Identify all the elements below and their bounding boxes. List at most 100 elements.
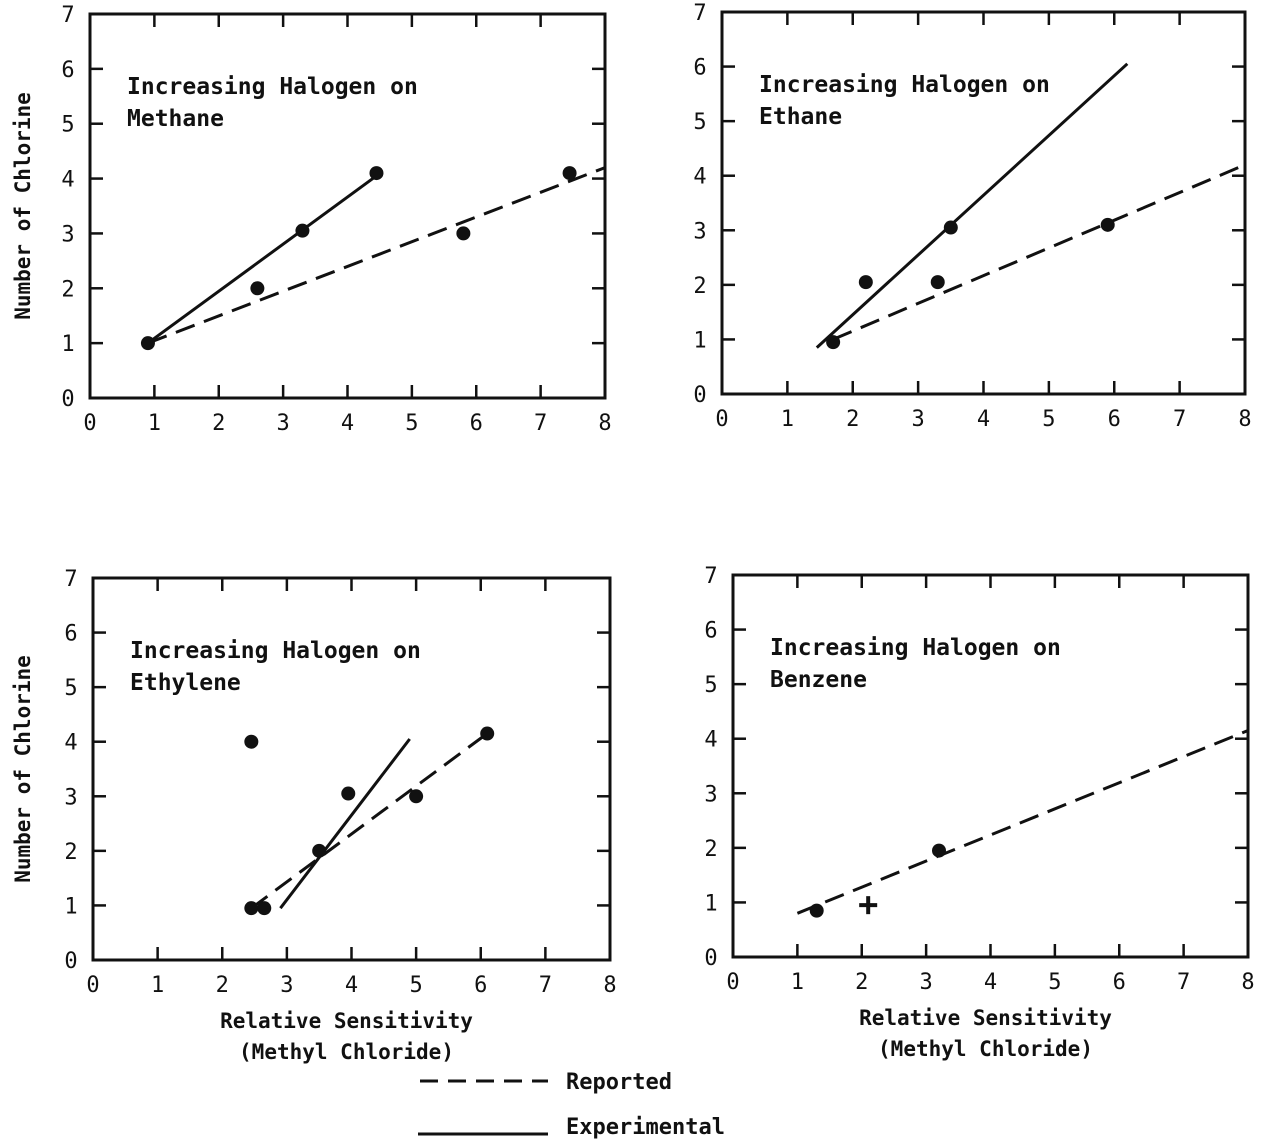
y-tick-label: 6 <box>693 56 706 81</box>
y-tick-label: 7 <box>64 567 77 592</box>
series-line-reported <box>832 163 1246 341</box>
y-tick-label: 0 <box>693 383 706 408</box>
data-point <box>1100 217 1115 232</box>
x-tick-label: 3 <box>920 970 933 995</box>
x-tick-label: 1 <box>781 407 794 432</box>
y-tick-label: 1 <box>693 328 706 353</box>
x-tick-label: 5 <box>1048 970 1061 995</box>
x-tick-label: 6 <box>1113 970 1126 995</box>
x-tick-label: 0 <box>86 973 99 998</box>
series-line-reported <box>796 729 1249 915</box>
y-tick-label: 0 <box>704 946 717 971</box>
x-tick-label: 3 <box>912 407 925 432</box>
y-tick-label: 2 <box>693 274 706 299</box>
y-tick-label: 6 <box>64 622 77 647</box>
x-tick-label: 0 <box>726 970 739 995</box>
y-axis-label: Number of Chlorine <box>11 655 35 883</box>
chart-panel-2: 0 1 2 3 4 5 6 7 8 0 1 2 3 4 5 6 7 Increasing Halogen on Et… <box>693 1 1251 432</box>
y-tick-label: 3 <box>693 219 706 244</box>
data-point <box>244 901 259 916</box>
data-point <box>562 166 577 181</box>
data-point <box>943 220 958 235</box>
data-point <box>250 281 265 296</box>
y-tick-label: 1 <box>61 332 74 357</box>
x-tick-label: 5 <box>1042 407 1055 432</box>
y-tick-label: 5 <box>704 673 717 698</box>
y-tick-label: 6 <box>704 619 717 644</box>
panel-annotation: Increasing Halogen on <box>127 74 418 100</box>
data-point <box>369 166 384 181</box>
legend-label-experimental: Experimental <box>566 1115 725 1140</box>
series-line-experimental <box>279 738 411 910</box>
x-tick-label: 6 <box>470 411 483 436</box>
series-line-reported <box>250 732 489 910</box>
plot-frame <box>731 573 1250 959</box>
x-tick-label: 7 <box>539 973 552 998</box>
x-tick-label: 2 <box>855 970 868 995</box>
data-point <box>456 226 471 241</box>
legend-label-reported: Reported <box>566 1070 672 1095</box>
y-tick-label: 0 <box>64 949 77 974</box>
legend: Reported Experimental <box>418 1070 725 1140</box>
y-tick-label: 6 <box>61 58 74 83</box>
x-tick-label: 8 <box>598 411 611 436</box>
data-point <box>930 275 945 290</box>
plot-frame <box>88 12 607 400</box>
data-point <box>409 789 424 804</box>
x-tick-label: 1 <box>151 973 164 998</box>
x-tick-label: 4 <box>341 411 354 436</box>
y-tick-label: 4 <box>693 165 706 190</box>
x-tick-label: 8 <box>603 973 616 998</box>
x-tick-label: 4 <box>345 973 358 998</box>
y-tick-label: 5 <box>64 676 77 701</box>
x-axis-label: (Methyl Chloride) <box>239 1040 454 1064</box>
panel-annotation: Methane <box>127 106 224 132</box>
panel-annotation: Increasing Halogen on <box>130 638 421 664</box>
panel-annotation: Ethane <box>759 104 842 130</box>
panel-annotation: Benzene <box>770 667 867 693</box>
data-point <box>244 734 259 749</box>
y-tick-label: 5 <box>61 113 74 138</box>
series-line-reported <box>147 166 606 345</box>
plot-frame <box>91 576 612 962</box>
x-tick-label: 8 <box>1238 407 1251 432</box>
chart-panel-3: 0 1 2 3 4 5 6 7 8 0 1 2 3 4 5 6 7 Number of Chlorine Relat… <box>11 567 617 1064</box>
x-tick-label: 1 <box>148 411 161 436</box>
y-tick-label: 4 <box>61 168 74 193</box>
x-tick-label: 2 <box>212 411 225 436</box>
x-tick-label: 6 <box>1108 407 1121 432</box>
data-point <box>312 843 327 858</box>
y-tick-label: 2 <box>61 277 74 302</box>
chart-panel-4: 0 1 2 3 4 5 6 7 8 0 1 2 3 4 5 6 7 Relative Sensitivity (Me… <box>704 564 1254 1061</box>
data-point <box>858 275 873 290</box>
y-axis-label: Number of Chlorine <box>11 92 35 320</box>
y-tick-label: 1 <box>704 891 717 916</box>
panel-annotation: Increasing Halogen on <box>770 635 1061 661</box>
chart-panel-1: 0 1 2 3 4 5 6 7 8 0 1 2 3 4 5 6 7 Number of Chlorine Incre… <box>11 3 612 436</box>
series-line-experimental <box>815 62 1129 349</box>
panel-annotation: Increasing Halogen on <box>759 72 1050 98</box>
y-tick-label: 3 <box>64 785 77 810</box>
x-tick-label: 3 <box>277 411 290 436</box>
data-point <box>480 726 495 741</box>
y-tick-label: 4 <box>704 728 717 753</box>
y-tick-label: 7 <box>704 564 717 589</box>
x-tick-label: 7 <box>1177 970 1190 995</box>
data-point <box>140 336 155 351</box>
panel-annotation: Ethylene <box>130 670 241 696</box>
data-point <box>257 901 272 916</box>
y-tick-label: 5 <box>693 110 706 135</box>
data-point <box>932 843 946 858</box>
data-point <box>341 786 356 801</box>
x-axis-label: Relative Sensitivity <box>220 1009 473 1033</box>
x-tick-label: 0 <box>715 407 728 432</box>
plot-frame <box>720 10 1247 396</box>
x-tick-label: 0 <box>83 411 96 436</box>
x-tick-label: 6 <box>474 973 487 998</box>
y-tick-label: 2 <box>64 840 77 865</box>
y-tick-label: 1 <box>64 894 77 919</box>
x-tick-label: 7 <box>1173 407 1186 432</box>
x-tick-label: 7 <box>534 411 547 436</box>
x-tick-label: 8 <box>1241 970 1254 995</box>
